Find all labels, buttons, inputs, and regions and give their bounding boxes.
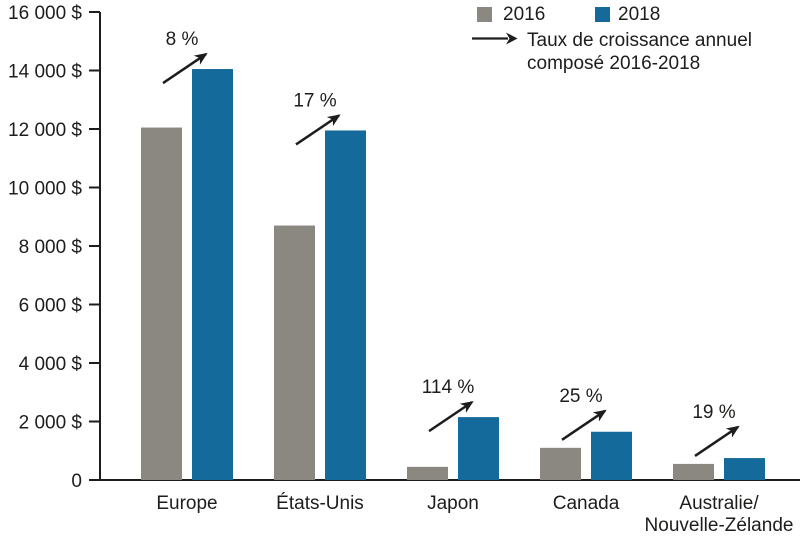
bar-2016-etats-unis	[274, 225, 315, 480]
bar-2016-japon	[407, 466, 448, 480]
bar-2018-japon	[458, 417, 499, 480]
y-axis-tick-label: 16 000 $	[8, 3, 82, 24]
growth-arrow-europe	[162, 52, 208, 85]
growth-label-japon: 114 %	[422, 377, 475, 398]
x-axis-label-australie-nouvelle-zelande: Australie/	[679, 493, 759, 514]
growth-arrow-etats-unis	[295, 114, 341, 146]
y-axis-tick-label: 14 000 $	[8, 62, 82, 83]
bar-2018-canada	[591, 431, 632, 480]
x-axis-label-australie-nouvelle-zelande: Nouvelle-Zélande	[645, 515, 794, 536]
y-axis-tick-label: 8 000 $	[19, 237, 83, 258]
x-axis-label-japon: Japon	[427, 493, 479, 514]
y-axis-tick-label: 6 000 $	[19, 296, 83, 317]
y-axis-tick-label: 2 000 $	[19, 413, 83, 434]
x-axis-label-canada: Canada	[553, 493, 620, 514]
x-axis-label-europe: Europe	[156, 493, 217, 514]
y-axis-tick-label: 12 000 $	[8, 120, 82, 141]
growth-arrow-japon	[428, 400, 474, 433]
growth-label-canada: 25 %	[559, 386, 602, 407]
growth-label-australie-nouvelle-zelande: 19 %	[692, 402, 735, 423]
y-axis-tick-label: 4 000 $	[19, 354, 83, 375]
bar-2016-canada	[540, 447, 581, 480]
growth-label-europe: 8 %	[166, 29, 199, 50]
bar-2016-europe	[141, 127, 182, 480]
growth-arrow-australie-nouvelle-zelande	[694, 425, 740, 457]
growth-arrow-canada	[561, 409, 607, 441]
bar-2018-australie-nouvelle-zelande	[724, 458, 765, 480]
bar-2018-europe	[192, 69, 233, 480]
bar-2016-australie-nouvelle-zelande	[673, 463, 714, 480]
growth-label-etats-unis: 17 %	[293, 90, 336, 111]
x-axis-label-etats-unis: États-Unis	[276, 493, 364, 514]
y-axis-tick-label: 0	[71, 471, 82, 492]
bar-2018-etats-unis	[325, 130, 366, 480]
y-axis-tick-label: 10 000 $	[8, 179, 82, 200]
